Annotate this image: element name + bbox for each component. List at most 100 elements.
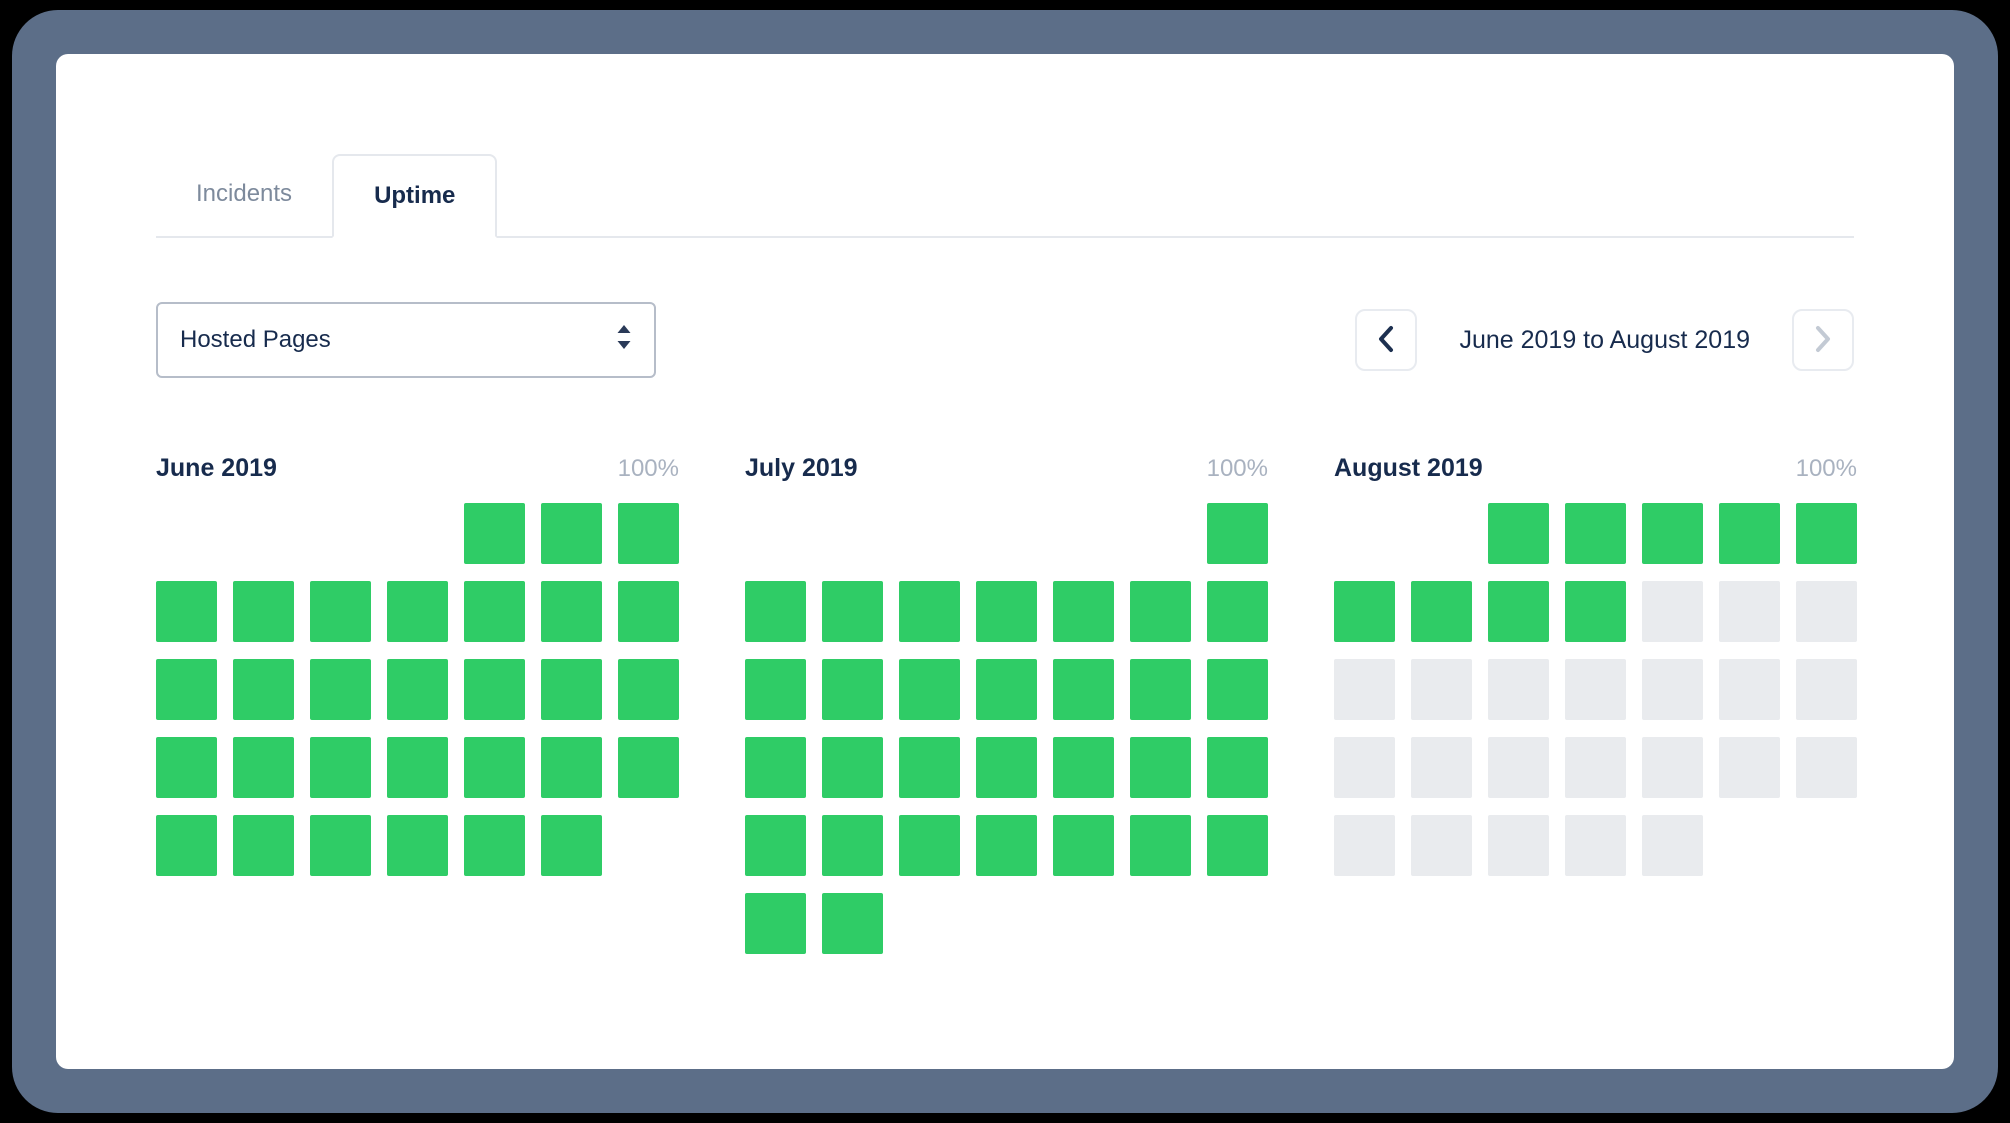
tab-incidents[interactable]: Incidents [196,180,293,207]
day-cell-future[interactable] [1334,815,1395,876]
day-cell-up[interactable] [745,893,806,954]
day-cell-up[interactable] [464,737,525,798]
day-cell-up[interactable] [1207,815,1268,876]
day-cell-future[interactable] [1642,737,1703,798]
day-cell-up[interactable] [1642,503,1703,564]
day-cell-up[interactable] [1488,581,1549,642]
day-cell-up[interactable] [618,503,679,564]
day-cell-future[interactable] [1411,815,1472,876]
day-cell-up[interactable] [976,659,1037,720]
day-cell-up[interactable] [541,815,602,876]
day-cell-up[interactable] [1130,659,1191,720]
day-cell-up[interactable] [541,659,602,720]
day-cell-future[interactable] [1796,737,1857,798]
day-cell-up[interactable] [822,737,883,798]
day-cell-up[interactable] [156,737,217,798]
day-cell-up[interactable] [1130,815,1191,876]
day-cell-future[interactable] [1334,659,1395,720]
day-cell-up[interactable] [899,581,960,642]
day-cell-up[interactable] [156,581,217,642]
day-cell-up[interactable] [618,659,679,720]
day-cell-up[interactable] [156,659,217,720]
day-cell-future[interactable] [1642,581,1703,642]
day-cell-up[interactable] [618,737,679,798]
day-cell-up[interactable] [1565,503,1626,564]
day-cell-up[interactable] [822,893,883,954]
day-cell-up[interactable] [822,581,883,642]
month-june-2019: June 2019 100% [156,454,679,954]
day-cell-up[interactable] [618,581,679,642]
day-cell-future[interactable] [1488,737,1549,798]
day-cell-up[interactable] [1053,581,1114,642]
day-cell-up[interactable] [464,659,525,720]
day-cell-up[interactable] [1207,659,1268,720]
day-cell-up[interactable] [976,581,1037,642]
day-cell-up[interactable] [387,815,448,876]
day-cell-future[interactable] [1488,659,1549,720]
day-cell-up[interactable] [310,815,371,876]
day-cell-future[interactable] [1411,659,1472,720]
day-cell-up[interactable] [1796,503,1857,564]
day-cell-future[interactable] [1719,659,1780,720]
day-cell-future[interactable] [1642,659,1703,720]
day-cell-future[interactable] [1642,815,1703,876]
day-cell-future[interactable] [1719,581,1780,642]
day-cell-up[interactable] [464,581,525,642]
day-cell-up[interactable] [899,659,960,720]
day-cell-up[interactable] [541,503,602,564]
day-cell-up[interactable] [1565,581,1626,642]
day-cell-up[interactable] [822,815,883,876]
day-cell-up[interactable] [1719,503,1780,564]
day-cell-up[interactable] [233,659,294,720]
day-cell-future[interactable] [1796,659,1857,720]
day-cell-future[interactable] [1488,815,1549,876]
day-cell-up[interactable] [976,737,1037,798]
month-title: July 2019 [745,454,858,482]
day-cell-future[interactable] [1719,737,1780,798]
next-range-button[interactable] [1792,309,1854,371]
day-cell-up[interactable] [233,815,294,876]
day-cell-up[interactable] [1411,581,1472,642]
day-cell-up[interactable] [233,737,294,798]
day-cell-up[interactable] [387,659,448,720]
day-cell-future[interactable] [1565,737,1626,798]
day-cell-up[interactable] [1053,737,1114,798]
day-cell-up[interactable] [1334,581,1395,642]
day-cell-up[interactable] [1053,815,1114,876]
day-cell-up[interactable] [1207,581,1268,642]
day-cell-future[interactable] [1565,815,1626,876]
day-cell-up[interactable] [976,815,1037,876]
day-cell-up[interactable] [745,581,806,642]
day-cell-up[interactable] [745,659,806,720]
day-cell-up[interactable] [387,737,448,798]
day-cell-up[interactable] [1207,737,1268,798]
day-cell-up[interactable] [387,581,448,642]
day-cell-up[interactable] [822,659,883,720]
day-cell-up[interactable] [310,581,371,642]
day-cell-future[interactable] [1796,581,1857,642]
day-cell-up[interactable] [1130,737,1191,798]
day-cell-up[interactable] [464,815,525,876]
day-cell-up[interactable] [1130,581,1191,642]
day-cell-up[interactable] [1053,659,1114,720]
day-cell-up[interactable] [541,737,602,798]
day-cell-up[interactable] [310,659,371,720]
day-cell-future[interactable] [1411,737,1472,798]
day-cell-up[interactable] [156,815,217,876]
day-cell-up[interactable] [745,815,806,876]
day-cell-up[interactable] [233,581,294,642]
day-cell-up[interactable] [1488,503,1549,564]
page-selector[interactable]: Hosted Pages [156,302,656,378]
day-cell-up[interactable] [310,737,371,798]
uptime-day-grid [1334,503,1857,876]
day-cell-up[interactable] [899,815,960,876]
day-cell-up[interactable] [899,737,960,798]
tab-uptime[interactable]: Uptime [332,154,498,238]
day-cell-up[interactable] [541,581,602,642]
day-cell-future[interactable] [1334,737,1395,798]
day-cell-up[interactable] [745,737,806,798]
day-cell-up[interactable] [1207,503,1268,564]
day-cell-future[interactable] [1565,659,1626,720]
prev-range-button[interactable] [1355,309,1418,371]
day-cell-up[interactable] [464,503,525,564]
